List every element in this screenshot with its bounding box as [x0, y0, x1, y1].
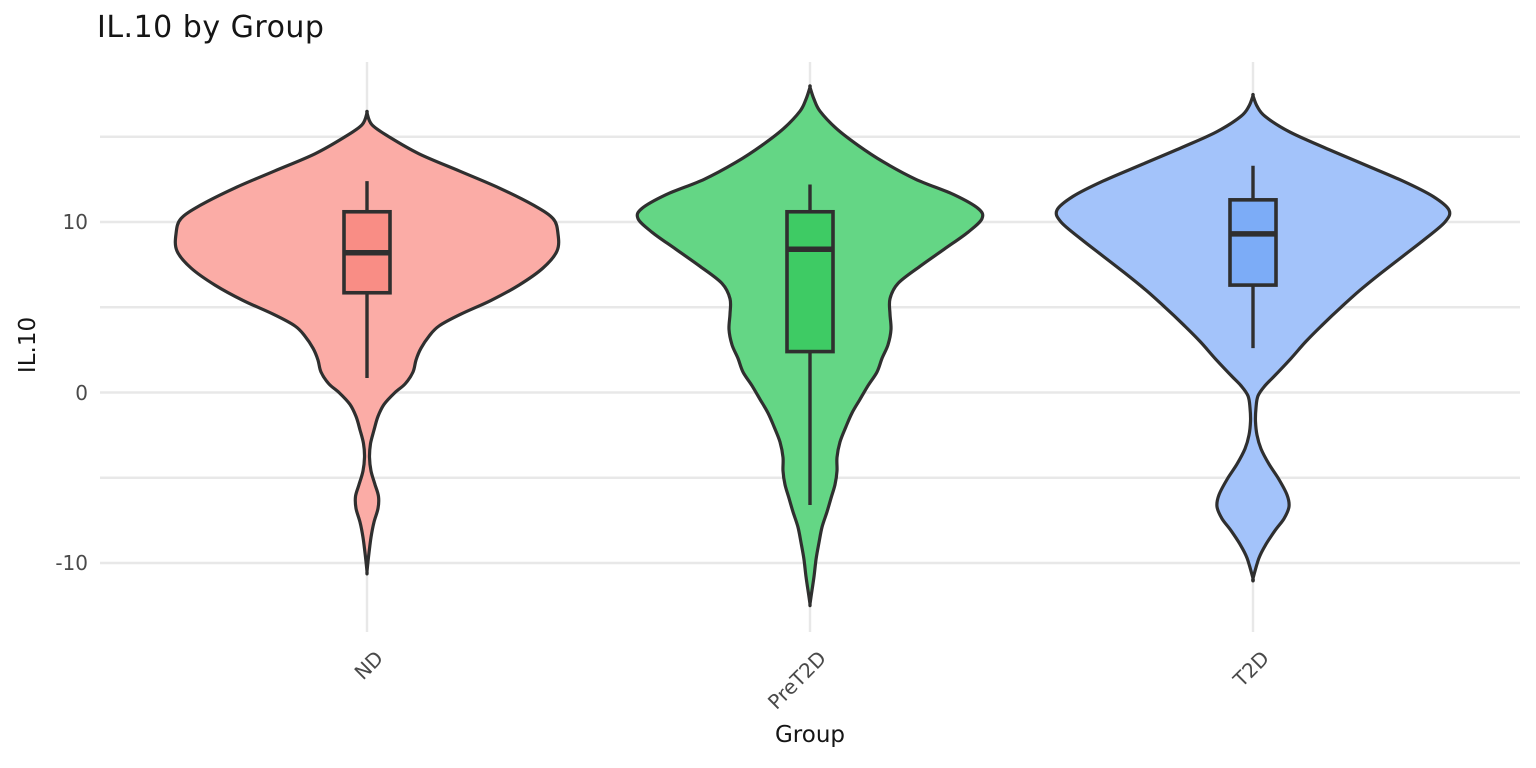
chart-title: IL.10 by Group	[97, 10, 325, 45]
y-axis-title: IL.10	[15, 316, 41, 374]
x-axis-title: Group	[774, 722, 846, 748]
y-tick-label-neg10: -10	[55, 551, 88, 575]
box-T2D	[1228, 198, 1278, 287]
y-tick-label-10: 10	[62, 210, 88, 234]
box-PreT2D	[785, 209, 835, 354]
y-tick-label-0: 0	[75, 380, 88, 405]
